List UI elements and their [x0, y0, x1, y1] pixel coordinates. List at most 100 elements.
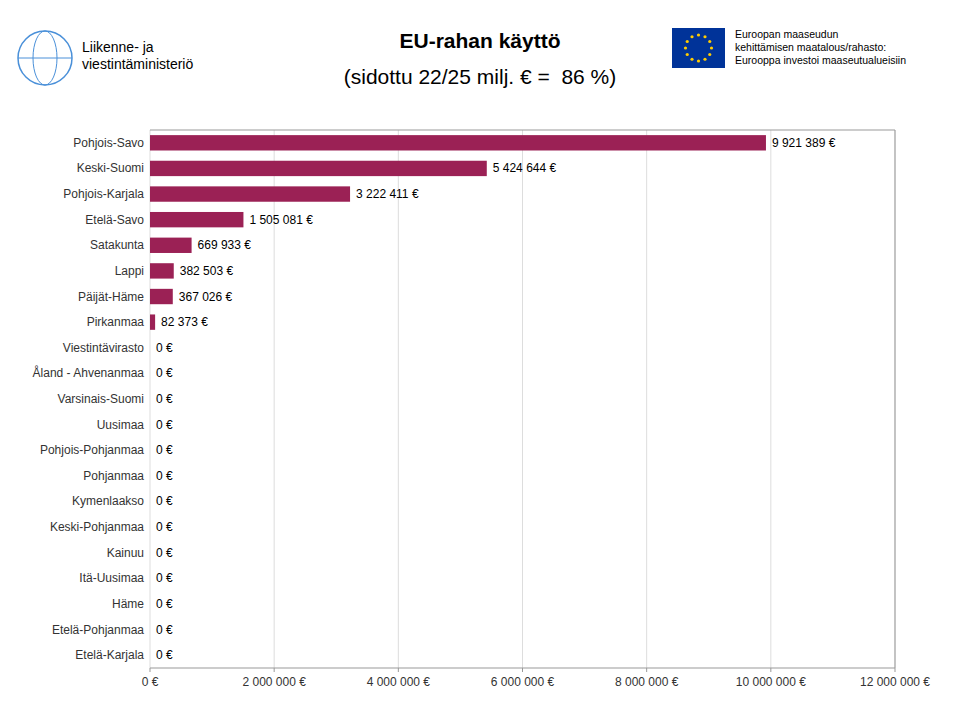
- x-tick-label: 2 000 000 €: [242, 675, 306, 689]
- header: Liikenne- javiestintäministeriöEU-rahan …: [18, 28, 906, 88]
- category-label: Etelä-Karjala: [75, 648, 144, 662]
- category-label: Pohjois-Karjala: [63, 187, 144, 201]
- tick-mark: [274, 668, 275, 672]
- data-label: 0 €: [156, 520, 173, 534]
- data-label: 0 €: [156, 341, 173, 355]
- category-label: Häme: [112, 597, 144, 611]
- data-label: 0 €: [156, 469, 173, 483]
- bar: [150, 263, 174, 278]
- data-label: 0 €: [156, 546, 173, 560]
- category-label: Åland - Ahvenanmaa: [33, 365, 145, 380]
- right-logo-text: Eurooppa investoi maaseutualueisiin: [735, 54, 906, 66]
- category-label: Keski-Suomi: [77, 161, 144, 175]
- data-label: 0 €: [156, 392, 173, 406]
- eu-flag-star: [684, 46, 687, 49]
- eu-flag-star: [710, 46, 713, 49]
- right-logo-text: Euroopan maaseudun: [735, 28, 838, 40]
- x-axis: 0 €2 000 000 €4 000 000 €6 000 000 €8 00…: [142, 130, 931, 689]
- bar: [150, 417, 151, 432]
- tick-mark: [646, 668, 647, 672]
- tick-mark: [398, 668, 399, 672]
- data-label: 82 373 €: [161, 315, 208, 329]
- grid-line: [646, 130, 647, 668]
- category-label: Pohjanmaa: [83, 469, 144, 483]
- bar: [150, 289, 173, 304]
- grid-line: [274, 130, 275, 668]
- bar: [150, 622, 151, 637]
- tick-mark: [522, 668, 523, 672]
- tick-mark: [150, 668, 151, 672]
- category-label: Lappi: [115, 264, 144, 278]
- bar: [150, 648, 151, 663]
- category-label: Uusimaa: [97, 418, 145, 432]
- right-logo-text: kehittämisen maatalous/rahasto:: [735, 41, 886, 53]
- x-tick-label: 10 000 000 €: [736, 675, 806, 689]
- globe-equator: [18, 58, 72, 59]
- left-logo-text: viestintäministeriö: [82, 56, 193, 72]
- category-label: Etelä-Savo: [85, 213, 144, 227]
- data-label: 0 €: [156, 571, 173, 585]
- eu-flag-field: [672, 28, 725, 68]
- category-label: Kainuu: [107, 546, 144, 560]
- bar: [150, 238, 192, 253]
- bar: [150, 340, 151, 355]
- frame-top: [150, 130, 895, 131]
- category-label: Varsinais-Suomi: [58, 392, 144, 406]
- frame-right: [895, 130, 896, 668]
- grid-line: [150, 130, 151, 668]
- data-label: 367 026 €: [179, 290, 233, 304]
- category-label: Viestintävirasto: [63, 341, 144, 355]
- bar: [150, 212, 243, 227]
- category-label: Kymenlaakso: [72, 494, 144, 508]
- x-tick-label: 0 €: [142, 675, 159, 689]
- category-label: Pohjois-Pohjanmaa: [40, 443, 144, 457]
- bar: [150, 596, 151, 611]
- tick-mark: [895, 668, 896, 672]
- eu-flag-star: [690, 58, 693, 61]
- bar: [150, 366, 151, 381]
- x-axis-line: [150, 668, 895, 669]
- data-label: 382 503 €: [180, 264, 234, 278]
- grid-line: [398, 130, 399, 668]
- bar: [150, 135, 766, 150]
- category-label: Satakunta: [90, 238, 144, 252]
- data-label: 0 €: [156, 648, 173, 662]
- category-label: Etelä-Pohjanmaa: [52, 623, 144, 637]
- data-label: 3 222 411 €: [356, 187, 419, 201]
- bar: [150, 391, 151, 406]
- category-label: Itä-Uusimaa: [79, 571, 144, 585]
- eu-flag-star: [686, 53, 689, 56]
- data-label: 0 €: [156, 366, 173, 380]
- data-label: 9 921 389 €: [772, 136, 836, 150]
- bar: [150, 494, 151, 509]
- tick-mark: [770, 668, 771, 672]
- data-label: 0 €: [156, 597, 173, 611]
- globe-icon: [18, 31, 72, 85]
- left-logo: [18, 31, 72, 85]
- eu-flag-star: [703, 35, 706, 38]
- bar: [150, 519, 151, 534]
- eu-flag-star: [703, 58, 706, 61]
- x-tick-label: 8 000 000 €: [615, 675, 679, 689]
- bar: [150, 468, 151, 483]
- eu-flag-star: [690, 35, 693, 38]
- y-axis: Pohjois-Savo Keski-Suomi Pohjois-Karjala Et…: [33, 136, 145, 662]
- eu-flag-star: [686, 40, 689, 43]
- bars: [150, 135, 766, 330]
- data-label: 0 €: [156, 418, 173, 432]
- data-label: 0 €: [156, 494, 173, 508]
- eu-flag-star: [697, 33, 700, 36]
- data-label: 5 424 644 €: [493, 161, 557, 175]
- x-tick-label: 12 000 000 €: [860, 675, 930, 689]
- category-label: Pirkanmaa: [87, 315, 145, 329]
- bar: [150, 571, 151, 586]
- grid-line: [522, 130, 523, 668]
- category-label: Pohjois-Savo: [73, 136, 144, 150]
- grid-line: [895, 130, 896, 668]
- bar: [150, 161, 487, 176]
- chart: Liikenne- javiestintäministeriöEU-rahan …: [0, 0, 960, 719]
- eu-flag-star: [697, 59, 700, 62]
- eu-flag: [672, 28, 725, 68]
- x-tick-label: 6 000 000 €: [491, 675, 555, 689]
- bar: [150, 186, 350, 201]
